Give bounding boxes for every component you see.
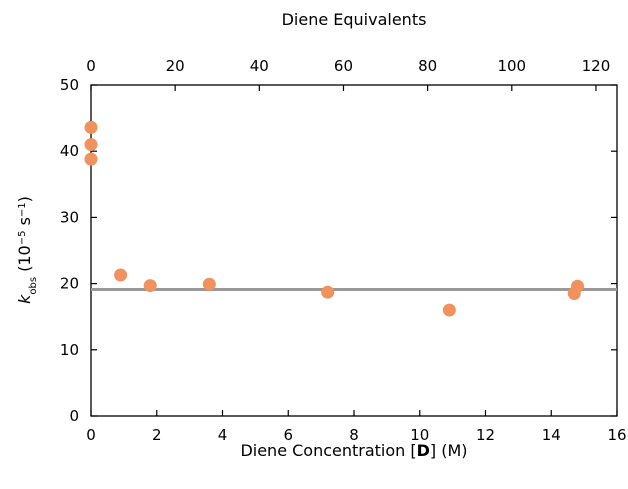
data-point [571,279,585,293]
x-tick-label: 12 [476,426,495,444]
y-axis-title: kobs (10−5 s−1) [15,196,39,304]
x-tick-label: 6 [283,426,293,444]
x-tick-label: 16 [607,426,626,444]
data-point [202,277,216,291]
data-point [114,268,128,282]
ticks-layer: 0 2 4 6 8 10 12 14 16 0 20 40 60 80 100 120 0 10 20 30 40 50 [60,57,627,444]
y-tick-label: 40 [60,142,79,160]
data-point [143,279,157,293]
x2-tick-label: 80 [418,57,437,75]
x2-tick-label: 0 [86,57,96,75]
y-tick-label: 50 [60,76,79,94]
x2-tick-label: 40 [250,57,269,75]
x2-tick-label: 60 [334,57,353,75]
y-tick-label: 0 [69,407,79,425]
x-tick-label: 4 [218,426,228,444]
x-tick-label: 0 [86,426,96,444]
x2-tick-label: 120 [582,57,611,75]
x-tick-label: 8 [349,426,359,444]
x-axis-title: Diene Concentration [D] (M) [240,441,467,460]
data-point [84,152,98,166]
data-point [321,285,335,299]
y-tick-label: 10 [60,341,79,359]
y-tick-label: 30 [60,208,79,226]
y-tick-label: 20 [60,275,79,293]
data-point [84,120,98,134]
plot-frame [90,84,618,417]
data-points-layer [84,120,585,317]
data-point [84,138,98,152]
x-tick-label: 14 [542,426,561,444]
x2-axis-title: Diene Equivalents [282,10,427,29]
x2-tick-label: 20 [166,57,185,75]
data-point [442,303,456,317]
x-tick-label: 10 [410,426,429,444]
x-tick-label: 2 [152,426,162,444]
x2-tick-label: 100 [497,57,526,75]
